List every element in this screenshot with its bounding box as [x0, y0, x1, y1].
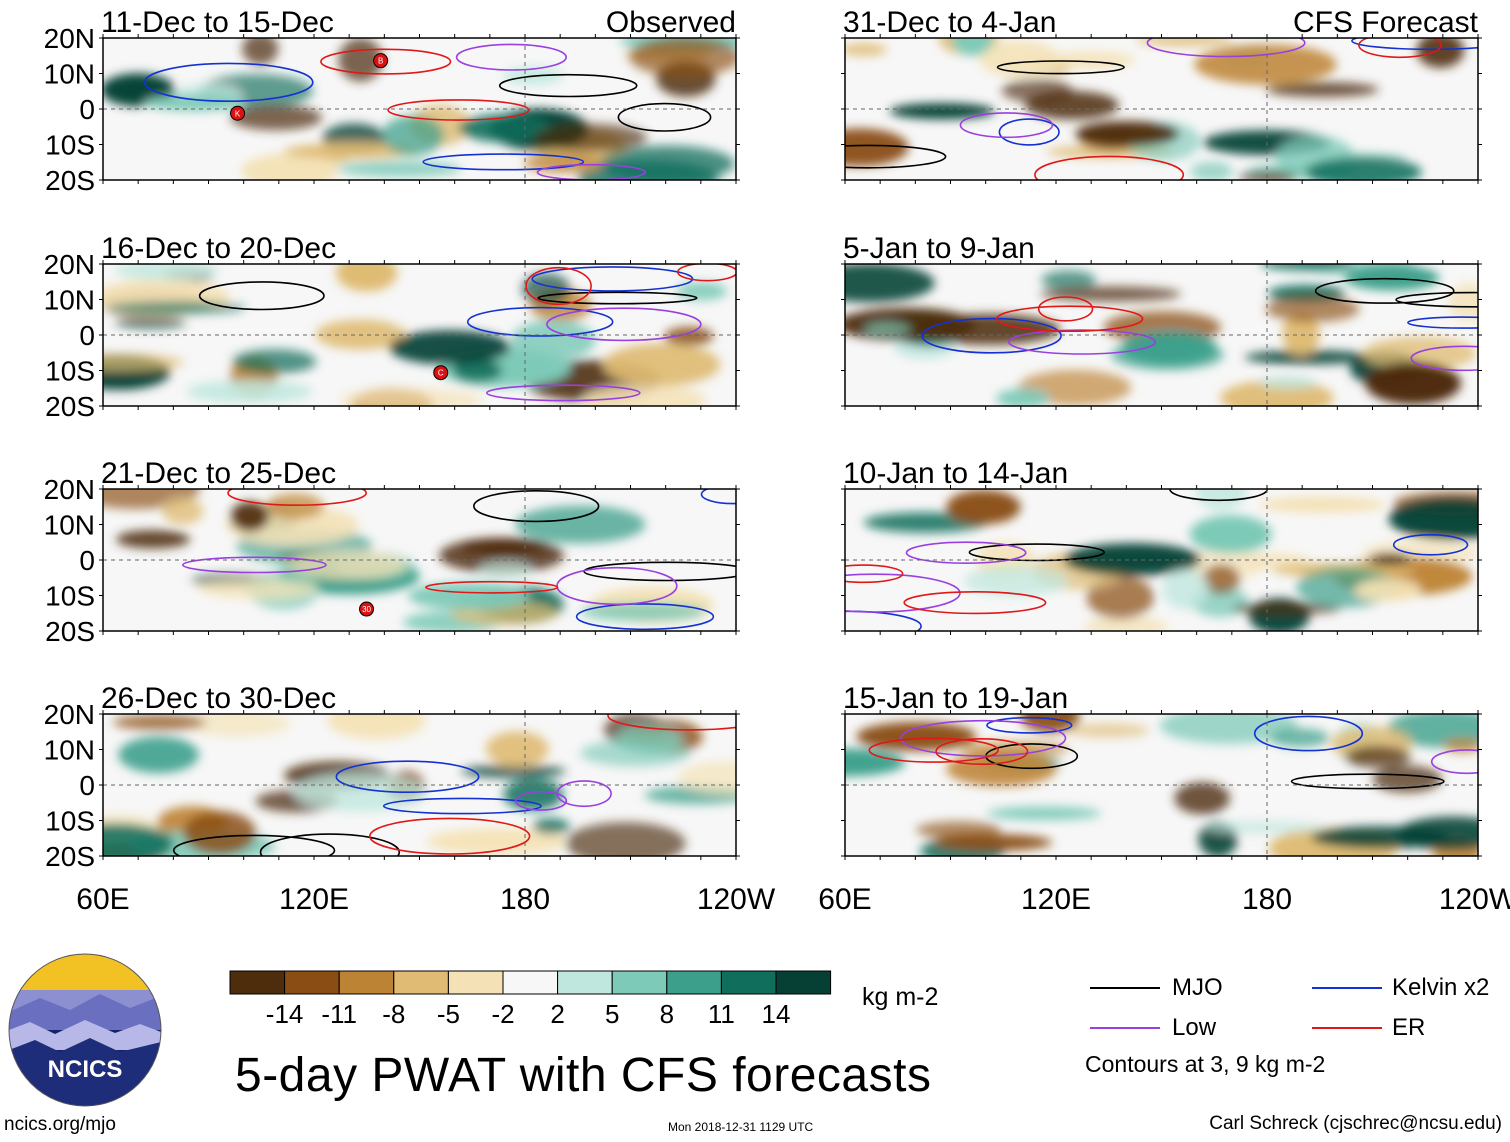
contour-note: Contours at 3, 9 kg m-2	[1085, 1051, 1326, 1077]
colorbar-swatch	[393, 970, 449, 995]
colorbar-units: kg m-2	[862, 983, 939, 1011]
logo-text: NCICS	[48, 1056, 123, 1083]
colorbar-level-label: 2	[550, 999, 564, 1029]
panel-5: 5-Jan to 9-Jan	[841, 232, 1482, 410]
x-tick-label: 180	[500, 883, 550, 916]
panel-2: 20N 10N 0 10S 20S 21-Dec to 25-Dec 30	[44, 457, 740, 647]
panel-period-label: 15-Jan to 19-Jan	[843, 682, 1068, 715]
pwat-field	[845, 489, 1478, 631]
colorbar-level-label: -8	[382, 999, 405, 1029]
y-tick-label: 10S	[45, 806, 95, 837]
panel-period-label: 10-Jan to 14-Jan	[843, 457, 1068, 490]
panel-0: 20N 10N 0 10S 20S 11-Dec to 15-Dec Observed B K	[44, 6, 740, 196]
storm-marker: 30	[359, 601, 375, 617]
colorbar-level-label: -5	[437, 999, 460, 1029]
y-tick-label: 20N	[44, 474, 95, 505]
colorbar-swatch	[666, 970, 722, 995]
y-tick-label: 20S	[45, 616, 95, 647]
x-tick-label: 120W	[1439, 883, 1510, 916]
panel-period-label: 21-Dec to 25-Dec	[101, 457, 336, 490]
y-tick-label: 0	[79, 320, 95, 351]
x-tick-label: 60E	[818, 883, 871, 916]
y-tick-label: 10N	[44, 510, 95, 541]
storm-marker: C	[433, 365, 449, 381]
colorbar-swatch	[557, 970, 613, 995]
x-tick-label: 60E	[76, 883, 129, 916]
y-tick-label: 0	[79, 545, 95, 576]
colorbar-level-label: -2	[491, 999, 514, 1029]
y-tick-label: 10N	[44, 285, 95, 316]
legend-label-er: ER	[1392, 1014, 1426, 1041]
storm-marker: K	[230, 105, 246, 121]
x-tick-label: 120E	[1021, 883, 1091, 916]
colorbar-swatch	[611, 970, 668, 995]
y-tick-label: 10S	[45, 130, 95, 161]
storm-marker: B	[373, 53, 389, 69]
colorbar-swatch	[284, 970, 340, 995]
panel-period-label: 11-Dec to 15-Dec	[101, 6, 334, 39]
colorbar-level-label: 5	[605, 999, 619, 1029]
svg-text:B: B	[378, 57, 383, 66]
colorbar-swatch	[720, 970, 777, 995]
colorbar-swatch	[447, 970, 504, 995]
colorbar-swatch	[338, 970, 395, 995]
svg-text:C: C	[438, 369, 444, 378]
panel-7: 15-Jan to 19-Jan 60E 120E 180 120W	[818, 682, 1510, 916]
svg-text:K: K	[235, 109, 241, 118]
x-tick-label: 120W	[697, 883, 776, 916]
x-tick-label: 180	[1242, 883, 1292, 916]
colorbar-level-label: 11	[708, 999, 735, 1029]
y-tick-label: 10S	[45, 356, 95, 387]
pwat-field	[845, 714, 1478, 856]
legend-label-mjo: MJO	[1172, 974, 1223, 1001]
colorbar-level-label: 8	[660, 999, 674, 1029]
y-tick-label: 20S	[45, 391, 95, 422]
y-tick-label: 10S	[45, 581, 95, 612]
ncics-logo: NCICS	[8, 953, 162, 1107]
pwat-field	[103, 264, 736, 406]
pwat-field	[103, 714, 736, 856]
y-tick-label: 20N	[44, 249, 95, 280]
y-tick-label: 10N	[44, 59, 95, 90]
y-tick-label: 20N	[44, 23, 95, 54]
y-tick-label: 20S	[45, 165, 95, 196]
colorbar: -14 -11 -8 -5 -2 2 5 8 11 14	[229, 970, 832, 1029]
y-tick-label: 0	[79, 770, 95, 801]
colorbar-level-label: 14	[762, 999, 791, 1029]
legend-label-low: Low	[1172, 1014, 1217, 1041]
figure-title: 5-day PWAT with CFS forecasts	[235, 1049, 932, 1102]
footer-timestamp: Mon 2018-12-31 1129 UTC	[668, 1120, 814, 1134]
panel-period-label: 31-Dec to 4-Jan	[843, 6, 1056, 39]
y-tick-label: 20N	[44, 699, 95, 730]
pwat-field	[845, 264, 1478, 406]
colorbar-swatch	[229, 970, 286, 995]
y-tick-label: 20S	[45, 841, 95, 872]
panel-4: 31-Dec to 4-Jan CFS Forecast	[841, 6, 1482, 184]
panel-period-label: 5-Jan to 9-Jan	[843, 232, 1035, 265]
panel-3: 20N 10N 0 10S 20S 26-Dec to 30-Dec 60E 120E 180 1…	[44, 682, 776, 916]
colorbar-swatch	[502, 970, 559, 995]
panel-period-label: 26-Dec to 30-Dec	[101, 682, 336, 715]
footer-url[interactable]: ncics.org/mjo	[4, 1114, 116, 1135]
colorbar-swatch	[775, 970, 832, 995]
panel-6: 10-Jan to 14-Jan	[841, 457, 1482, 635]
y-tick-label: 0	[79, 94, 95, 125]
pwat-field	[845, 38, 1478, 180]
panel-source-label: Observed	[606, 6, 736, 39]
footer-author[interactable]: Carl Schreck (cjschrec@ncsu.edu)	[1209, 1113, 1502, 1134]
pwat-field	[103, 489, 736, 631]
panel-period-label: 16-Dec to 20-Dec	[101, 232, 336, 265]
svg-text:30: 30	[362, 605, 371, 614]
y-tick-label: 10N	[44, 735, 95, 766]
panel-1: 20N 10N 0 10S 20S 16-Dec to 20-Dec C	[44, 232, 740, 422]
pwat-field	[103, 38, 736, 180]
legend-label-kelvin: Kelvin x2	[1392, 974, 1490, 1001]
colorbar-level-label: -14	[266, 999, 304, 1029]
colorbar-level-label: -11	[321, 999, 357, 1029]
x-tick-label: 120E	[279, 883, 349, 916]
panel-source-label: CFS Forecast	[1293, 6, 1479, 39]
contour-legend	[1090, 987, 1382, 1029]
